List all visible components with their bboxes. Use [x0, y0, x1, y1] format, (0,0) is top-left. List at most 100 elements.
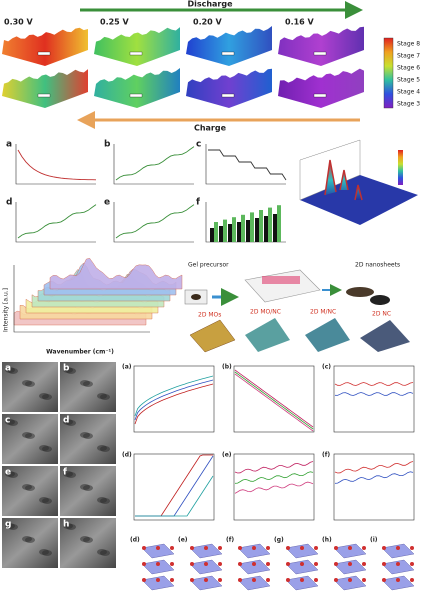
texture: [42, 498, 52, 504]
scale-bar: [313, 51, 327, 56]
bar: [264, 216, 268, 242]
octahedron: [141, 575, 175, 591]
bar: [210, 228, 214, 242]
plot-frame: [333, 365, 415, 433]
panel-letter: (b): [222, 364, 232, 371]
atom: [170, 546, 174, 550]
axes: [15, 202, 96, 243]
octahedron: [285, 575, 319, 591]
axis-label: Intensity [a.u.]: [3, 288, 10, 332]
atom: [334, 578, 338, 582]
surface-map: [278, 26, 364, 67]
scale-bar: [129, 51, 143, 56]
bar: [223, 219, 227, 242]
atom: [382, 546, 386, 550]
atom: [286, 578, 290, 582]
texture: [83, 433, 93, 439]
panel-letter: c: [5, 416, 10, 426]
curve: [234, 471, 314, 484]
curve: [334, 471, 414, 484]
curve: [234, 369, 314, 428]
curve: [334, 392, 414, 396]
atom: [142, 546, 146, 550]
stage-label: Stage 4: [397, 89, 420, 96]
label: Gel precursor: [188, 262, 229, 269]
panel-letter: g: [5, 520, 11, 530]
panel-letter: (f): [226, 537, 234, 544]
octahedron: [189, 575, 223, 591]
surface-map: [186, 26, 272, 66]
texture: [25, 537, 35, 543]
label: 2D MO/NC: [250, 309, 281, 316]
label: Discharge: [187, 0, 233, 9]
scale-bar: [129, 93, 143, 98]
curve: [135, 475, 214, 517]
texture: [25, 485, 35, 491]
atom: [156, 578, 160, 582]
curve: [234, 461, 314, 474]
bar: [255, 218, 259, 242]
atom: [266, 562, 270, 566]
panel-letter: (g): [274, 537, 284, 544]
atom: [286, 562, 290, 566]
atom: [252, 546, 256, 550]
atom: [204, 562, 208, 566]
atom: [300, 578, 304, 582]
atom: [410, 562, 414, 566]
surface-map: [278, 68, 364, 108]
scale-bar: [37, 51, 51, 56]
octahedron: [381, 543, 415, 559]
atom: [190, 578, 194, 582]
curve: [208, 149, 287, 181]
panel-letter: (e): [178, 537, 188, 544]
stage-label: Stage 5: [397, 77, 420, 84]
texture: [8, 420, 18, 426]
atom: [362, 562, 366, 566]
curve: [115, 146, 195, 181]
atom: [314, 562, 318, 566]
atom: [204, 578, 208, 582]
texture: [66, 472, 76, 478]
panel-letter: a: [5, 364, 11, 374]
octahedron: [381, 575, 415, 591]
octahedron: [189, 543, 223, 559]
surface-map: [94, 68, 180, 108]
scale-bar: [221, 51, 235, 56]
texture: [42, 394, 52, 400]
curve: [135, 455, 214, 517]
octahedron: [333, 559, 367, 575]
bar: [219, 226, 223, 242]
octahedron: [333, 543, 367, 559]
atom: [156, 562, 160, 566]
panel-letter: e: [104, 198, 110, 208]
bar: [214, 222, 218, 242]
atom: [204, 546, 208, 550]
atom: [410, 546, 414, 550]
panel-letter: (a): [122, 364, 132, 371]
texture: [100, 446, 110, 452]
bar: [277, 205, 281, 242]
octahedron: [381, 559, 415, 575]
curve: [135, 454, 213, 517]
atom: [238, 578, 242, 582]
atom: [300, 562, 304, 566]
panel-letter: f: [63, 468, 67, 478]
surface-map: [94, 27, 180, 66]
texture: [83, 485, 93, 491]
atom: [218, 578, 222, 582]
panel-letter: d: [63, 416, 69, 426]
panel-letter: (d): [130, 537, 140, 544]
bar: [237, 222, 241, 242]
panel-letter: c: [196, 140, 201, 150]
octahedron: [237, 543, 271, 559]
atom: [170, 578, 174, 582]
octahedron: [189, 559, 223, 575]
curve: [234, 481, 314, 494]
curve: [334, 461, 414, 474]
octahedron: [333, 575, 367, 591]
texture: [66, 524, 76, 530]
scale-bar: [313, 93, 327, 98]
panel-letter: h: [63, 520, 69, 530]
texture: [42, 550, 52, 556]
atom: [348, 578, 352, 582]
